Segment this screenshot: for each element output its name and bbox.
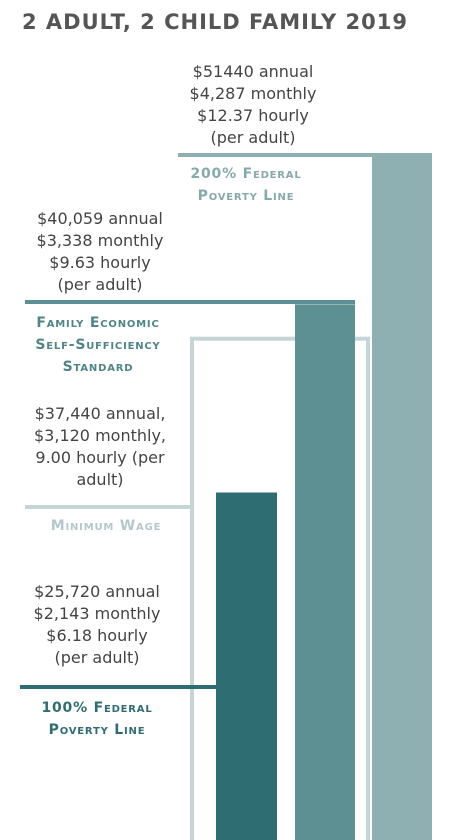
category-label: Family Economic Self-Sufficiency Standar… xyxy=(35,315,161,375)
category-label: Minimum Wage xyxy=(50,518,162,534)
value-label-block: $37,440 annual, $3,120 monthly, 9.00 hourl… xyxy=(0,403,200,491)
value-label: $51440 annual xyxy=(192,62,314,81)
value-label: $37,440 annual, xyxy=(34,404,166,423)
detail-line: adult) xyxy=(76,470,124,489)
value-label-block: $40,059 annual $3,338 monthly $9.63 hourly… xyxy=(0,208,200,296)
detail-line: $12.37 hourly xyxy=(197,106,309,125)
bar xyxy=(372,155,432,840)
detail-line: $3,338 monthly xyxy=(36,231,164,250)
chart-title: 2 ADULT, 2 CHILD FAMILY 2019 xyxy=(22,10,409,34)
bar xyxy=(190,336,370,840)
detail-line: (per adult) xyxy=(54,648,140,667)
detail-line: $3,120 monthly, xyxy=(34,426,166,445)
bar xyxy=(295,304,355,840)
detail-line: $9.63 hourly xyxy=(49,253,151,272)
value-label-block: $25,720 annual $2,143 monthly $6.18 hourly… xyxy=(0,581,197,669)
detail-line: $6.18 hourly xyxy=(46,626,148,645)
detail-line: (per adult) xyxy=(210,128,296,147)
value-label: $25,720 annual xyxy=(34,582,160,601)
category-label: 200% Federal Poverty Line xyxy=(190,166,302,204)
value-label: $40,059 annual xyxy=(37,209,163,228)
detail-line: 9.00 hourly (per xyxy=(35,448,165,467)
detail-line: $2,143 monthly xyxy=(33,604,161,623)
detail-line: (per adult) xyxy=(57,275,143,294)
bar xyxy=(216,492,277,840)
detail-line: $4,287 monthly xyxy=(189,84,317,103)
value-label-block: $51440 annual $4,287 monthly $12.37 hourly… xyxy=(153,61,353,149)
category-label: 100% Federal Poverty Line xyxy=(41,700,153,738)
